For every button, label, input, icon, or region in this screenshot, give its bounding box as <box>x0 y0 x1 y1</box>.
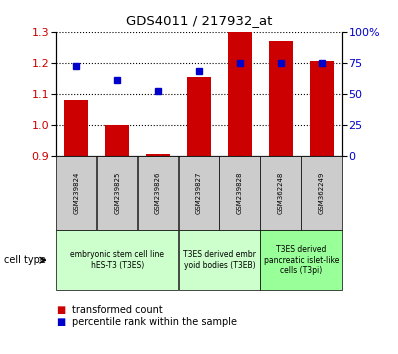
Text: GSM239824: GSM239824 <box>73 172 79 214</box>
Bar <box>64 100 88 156</box>
Text: T3ES derived embr
yoid bodies (T3EB): T3ES derived embr yoid bodies (T3EB) <box>183 251 256 270</box>
Text: ■: ■ <box>56 317 65 327</box>
Text: GSM239827: GSM239827 <box>196 172 202 214</box>
Text: ■: ■ <box>56 305 65 315</box>
Text: GSM362248: GSM362248 <box>278 172 284 214</box>
Text: T3ES derived
pancreatic islet-like
cells (T3pi): T3ES derived pancreatic islet-like cells… <box>263 245 339 275</box>
Text: transformed count: transformed count <box>72 305 162 315</box>
Bar <box>146 154 170 156</box>
Text: GDS4011 / 217932_at: GDS4011 / 217932_at <box>126 14 272 27</box>
Text: GSM239825: GSM239825 <box>114 172 120 214</box>
Text: GSM362249: GSM362249 <box>319 172 325 214</box>
Bar <box>187 77 211 156</box>
Bar <box>269 41 293 156</box>
Text: GSM239826: GSM239826 <box>155 172 161 214</box>
Text: GSM239828: GSM239828 <box>237 172 243 214</box>
Bar <box>105 125 129 156</box>
Text: cell type: cell type <box>4 255 46 265</box>
Bar <box>228 32 252 156</box>
Bar <box>310 61 334 156</box>
Text: embryonic stem cell line
hES-T3 (T3ES): embryonic stem cell line hES-T3 (T3ES) <box>70 251 164 270</box>
Text: percentile rank within the sample: percentile rank within the sample <box>72 317 237 327</box>
